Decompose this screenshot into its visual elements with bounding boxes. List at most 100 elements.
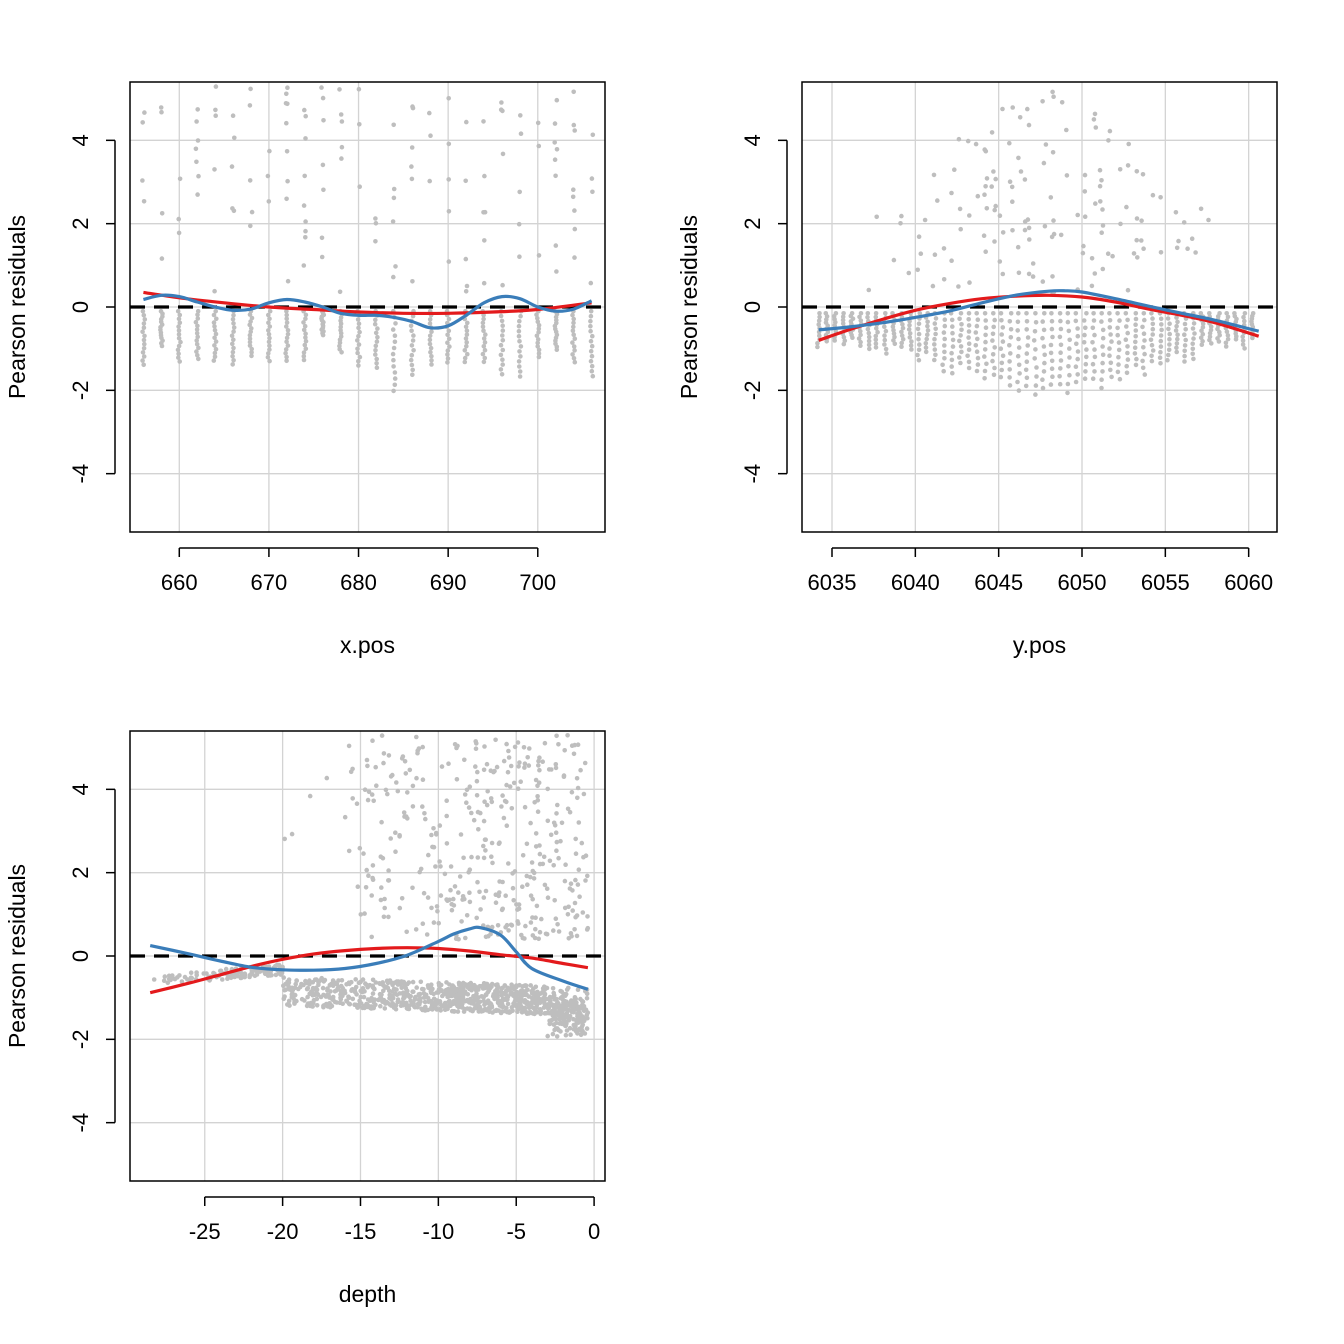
data-point bbox=[409, 176, 415, 182]
data-point bbox=[444, 813, 450, 819]
data-point bbox=[1182, 321, 1188, 327]
data-point bbox=[231, 208, 237, 214]
data-point bbox=[386, 753, 392, 758]
data-point bbox=[950, 370, 955, 376]
data-point bbox=[983, 318, 988, 323]
data-point bbox=[918, 251, 924, 256]
data-point bbox=[472, 1006, 477, 1011]
data-point bbox=[489, 984, 494, 989]
points bbox=[140, 84, 596, 394]
data-point bbox=[549, 1017, 555, 1023]
data-point bbox=[357, 329, 362, 335]
data-point bbox=[504, 782, 509, 788]
data-point bbox=[571, 344, 577, 349]
data-point bbox=[1141, 311, 1147, 316]
data-point bbox=[922, 217, 928, 223]
data-point bbox=[1015, 244, 1021, 250]
data-point bbox=[481, 316, 486, 322]
data-point bbox=[284, 312, 290, 318]
data-point bbox=[399, 896, 405, 901]
data-point bbox=[561, 1000, 566, 1006]
data-point bbox=[497, 890, 502, 895]
data-point bbox=[566, 985, 571, 991]
data-point bbox=[522, 804, 528, 810]
data-point bbox=[578, 1032, 584, 1038]
data-point bbox=[1192, 331, 1197, 336]
data-point bbox=[313, 985, 319, 991]
data-point bbox=[393, 849, 398, 854]
data-point bbox=[455, 1009, 461, 1014]
data-point bbox=[391, 195, 397, 201]
data-point bbox=[481, 855, 487, 861]
data-point bbox=[1100, 207, 1105, 212]
data-point bbox=[528, 920, 534, 925]
data-point bbox=[285, 981, 290, 987]
data-point bbox=[1015, 353, 1021, 359]
data-point bbox=[1107, 325, 1113, 330]
data-point bbox=[966, 341, 972, 347]
data-point bbox=[984, 361, 989, 367]
data-point bbox=[481, 328, 486, 334]
data-point bbox=[541, 1005, 547, 1010]
data-point bbox=[353, 1002, 359, 1008]
data-point bbox=[1224, 311, 1229, 316]
data-point bbox=[502, 983, 508, 988]
data-point bbox=[488, 796, 494, 801]
data-point bbox=[212, 327, 218, 333]
data-point bbox=[383, 787, 389, 793]
data-point bbox=[409, 352, 415, 358]
data-point bbox=[467, 784, 473, 789]
data-point bbox=[195, 316, 201, 321]
data-point bbox=[518, 354, 523, 359]
data-point bbox=[303, 136, 308, 141]
data-point bbox=[353, 977, 359, 982]
data-point bbox=[247, 332, 253, 338]
data-point bbox=[1092, 111, 1098, 117]
data-point bbox=[482, 340, 488, 345]
data-point bbox=[231, 358, 236, 363]
y-tick-label: -2 bbox=[68, 1030, 93, 1050]
data-point bbox=[481, 767, 487, 773]
data-point bbox=[571, 751, 577, 757]
data-point bbox=[575, 987, 581, 992]
data-point bbox=[303, 316, 308, 322]
data-point bbox=[355, 346, 360, 352]
data-point bbox=[1025, 335, 1031, 340]
data-point bbox=[1081, 340, 1087, 345]
data-point bbox=[1082, 376, 1088, 382]
data-point bbox=[1092, 271, 1098, 276]
data-point bbox=[1100, 352, 1106, 358]
data-point bbox=[555, 922, 560, 927]
data-point bbox=[1158, 344, 1164, 349]
data-point bbox=[570, 908, 575, 913]
data-point bbox=[572, 336, 578, 342]
data-point bbox=[517, 374, 523, 379]
data-point bbox=[1007, 343, 1012, 348]
data-point bbox=[446, 328, 452, 334]
data-point bbox=[975, 362, 981, 367]
data-point bbox=[1058, 318, 1063, 324]
data-point bbox=[931, 172, 937, 178]
data-point bbox=[436, 920, 442, 926]
data-point bbox=[1058, 366, 1063, 371]
data-point bbox=[303, 235, 308, 240]
data-point bbox=[1041, 160, 1047, 166]
data-point bbox=[1000, 106, 1005, 112]
data-point bbox=[427, 110, 432, 116]
data-point bbox=[1150, 348, 1156, 353]
data-point bbox=[571, 356, 577, 361]
data-point bbox=[499, 993, 505, 998]
data-point bbox=[357, 122, 362, 127]
x-axis-label: x.pos bbox=[340, 632, 395, 658]
data-point bbox=[907, 323, 912, 328]
data-point bbox=[265, 173, 271, 179]
data-point bbox=[1022, 219, 1028, 224]
data-point bbox=[358, 912, 364, 917]
data-point bbox=[377, 991, 383, 997]
data-point bbox=[1023, 383, 1029, 389]
data-point bbox=[393, 830, 398, 835]
data-point bbox=[346, 994, 351, 999]
data-point bbox=[267, 316, 272, 322]
data-point bbox=[967, 280, 972, 285]
